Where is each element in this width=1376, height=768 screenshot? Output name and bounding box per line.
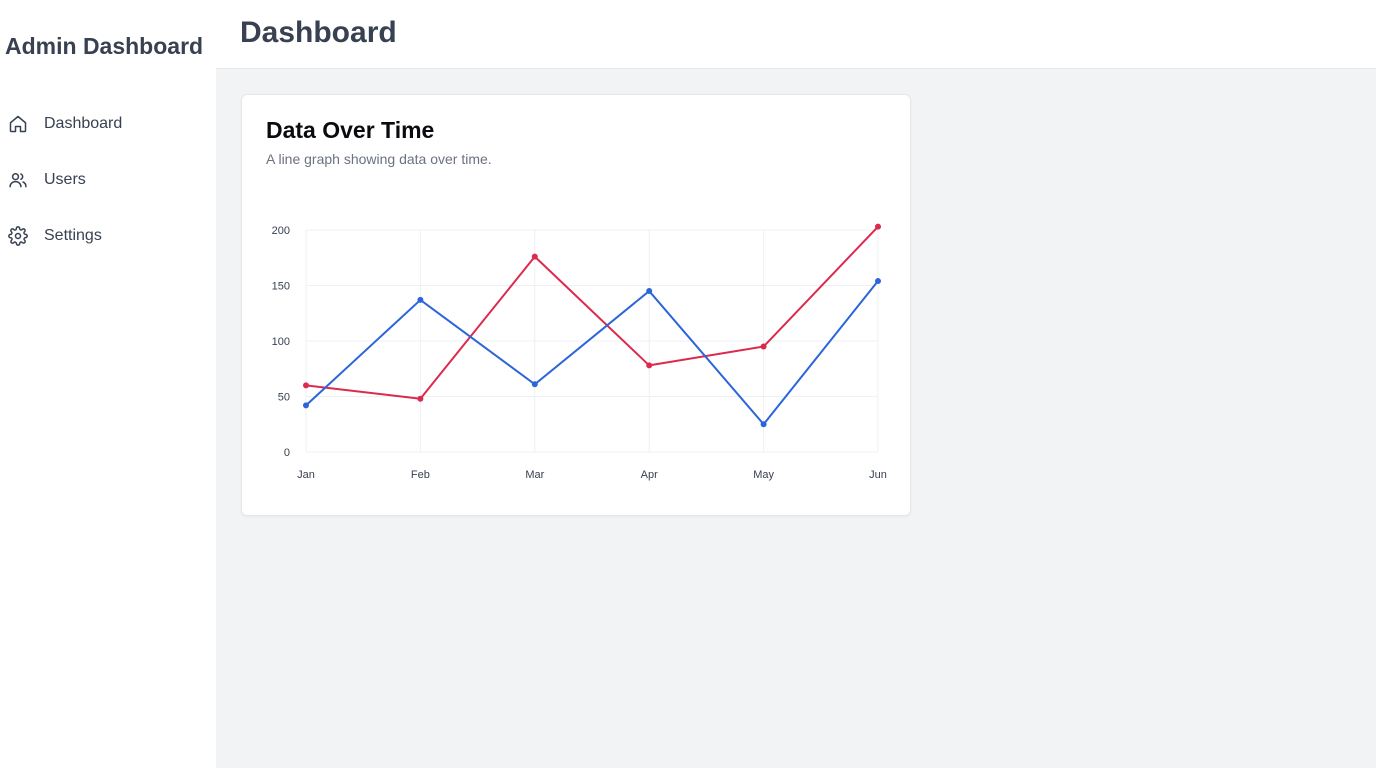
data-point [417,395,424,402]
top-header: Dashboard [216,0,1376,69]
sidebar-item-users[interactable]: Users [0,166,216,194]
card-description: A line graph showing data over time. [266,151,492,167]
y-tick-label: 150 [272,281,290,293]
data-point [417,296,424,303]
x-tick-label: Jun [869,469,887,481]
card-title: Data Over Time [266,117,435,143]
sidebar-nav: Dashboard Users Settings [0,110,216,278]
home-icon [9,115,27,133]
users-icon [9,173,27,188]
x-tick-label: May [753,469,774,481]
data-point [531,253,538,260]
y-tick-label: 100 [272,336,290,348]
series-line-2 [305,280,879,426]
data-point [875,278,881,285]
sidebar-item-dashboard[interactable]: Dashboard [0,110,216,138]
gear-icon [8,226,28,246]
data-point [646,362,653,369]
y-tick-label: 50 [278,392,290,404]
line-chart: 0 50 100 150 200 Jan Feb Mar Apr May Jun [272,223,887,481]
x-tick-label: Apr [641,469,658,481]
data-point [303,382,309,389]
y-tick-label: 200 [272,225,290,237]
sidebar-item-label: Dashboard [44,115,123,132]
x-tick-label: Feb [411,469,430,481]
data-point [646,288,653,295]
sidebar: Admin Dashboard Dashboard Users Settings [0,0,216,768]
y-tick-label: 0 [284,447,290,459]
brand-title: Admin Dashboard [5,33,204,59]
sidebar-item-label: Settings [44,227,102,244]
x-tick-label: Mar [525,469,544,481]
sidebar-item-label: Users [44,171,86,188]
data-point [760,343,767,350]
page-title: Dashboard [240,16,397,49]
x-tick-label: Jan [297,469,315,481]
data-point [875,223,881,230]
data-point [760,421,767,428]
series-line-1 [305,225,879,400]
data-point [303,402,309,409]
data-point [531,381,538,388]
sidebar-item-settings[interactable]: Settings [0,222,216,250]
chart-card: Data Over Time A line graph showing data… [241,94,911,516]
main-content: Data Over Time A line graph showing data… [216,69,1376,768]
